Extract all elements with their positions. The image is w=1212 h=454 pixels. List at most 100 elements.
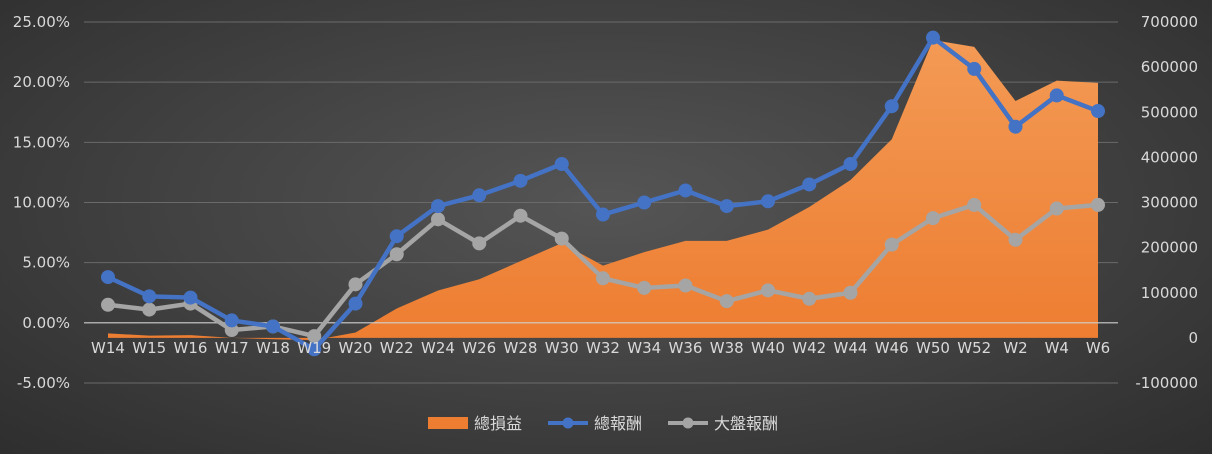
series-2-point — [1091, 197, 1105, 212]
series-1-point — [472, 188, 487, 203]
series-1-point — [1091, 104, 1105, 119]
x-axis-tick-label: W20 — [339, 339, 373, 357]
gridlines — [84, 21, 1118, 384]
series-2-point — [101, 297, 115, 312]
series-1-point — [431, 199, 445, 214]
series-1-point — [719, 199, 734, 214]
legend-label: 總損益 — [474, 414, 522, 433]
series-2-point — [389, 247, 404, 262]
left-axis-ticks: 25.00% 20.00% 15.00% 10.00% 5.00% 0.00% -5.00% — [13, 13, 70, 392]
series-1-point — [1049, 88, 1064, 103]
x-axis-tick-label: W22 — [380, 339, 414, 357]
x-axis-tick-label: W24 — [421, 339, 455, 357]
left-axis-tick-label: -5.00% — [17, 374, 70, 392]
series-2-point — [513, 208, 528, 223]
x-axis-tick-label: W15 — [132, 339, 166, 357]
x-axis-tick-label: W4 — [1045, 339, 1069, 357]
left-axis-tick-label: 5.00% — [22, 254, 70, 272]
series-1-point — [513, 173, 528, 188]
right-axis-tick-label: 200000 — [1141, 239, 1198, 257]
legend-marker — [682, 417, 694, 429]
right-axis-tick-label: 600000 — [1141, 58, 1198, 76]
series-1-point — [224, 313, 239, 328]
x-axis-tick-label: W17 — [215, 339, 249, 357]
x-axis-tick-label: W36 — [669, 339, 703, 357]
x-axis-tick-label: W2 — [1003, 339, 1027, 357]
series-1-point — [183, 290, 198, 305]
series-2-point — [926, 211, 940, 226]
left-axis-tick-label: 0.00% — [22, 314, 70, 332]
x-axis-tick-label: W26 — [462, 339, 496, 357]
area-series-0 — [108, 40, 1098, 341]
series-1-point — [266, 319, 280, 334]
x-axis-tick-label: W30 — [545, 339, 579, 357]
series-2-point — [719, 294, 734, 309]
right-axis-tick-label: 300000 — [1141, 194, 1198, 212]
x-axis-tick-label: W34 — [627, 339, 661, 357]
series-1-point — [101, 270, 115, 285]
series-2-point — [431, 212, 445, 227]
x-axis-tick-label: W18 — [256, 339, 290, 357]
series-1-point — [926, 30, 940, 45]
series-1-point — [761, 194, 775, 209]
x-axis-tick-label: W32 — [586, 339, 620, 357]
x-axis-tick-label: W52 — [957, 339, 991, 357]
series-1-point — [802, 177, 817, 192]
series-2-point — [843, 285, 858, 300]
series-1-point — [554, 156, 569, 171]
series-1-point — [637, 195, 652, 210]
series-1-point — [348, 296, 363, 311]
series-2-point — [802, 291, 817, 306]
right-axis-tick-label: 500000 — [1141, 103, 1198, 121]
left-axis-tick-label: 20.00% — [13, 73, 70, 91]
legend: 總損益 總報酬 大盤報酬 — [428, 414, 778, 433]
legend-label: 大盤報酬 — [714, 414, 778, 433]
right-axis-tick-label: 100000 — [1141, 284, 1198, 302]
x-axis-tick-label: W44 — [834, 339, 868, 357]
series-1-point — [843, 156, 858, 171]
left-axis-tick-label: 25.00% — [13, 13, 70, 31]
series-2-point — [142, 302, 157, 317]
legend-swatch — [428, 417, 468, 429]
series-1-point — [307, 342, 322, 357]
series-1-point — [967, 61, 982, 76]
series-2-point — [596, 271, 610, 286]
series-2-point — [637, 280, 652, 295]
series-2-point — [1049, 201, 1064, 216]
x-axis-tick-label: W50 — [916, 339, 950, 357]
x-axis-tick-label: W28 — [504, 339, 538, 357]
series-2-point — [884, 237, 899, 252]
x-axis-tick-label: W14 — [91, 339, 125, 357]
line-series-layer — [101, 30, 1105, 357]
series-1-point — [389, 229, 404, 244]
right-axis-tick-label: 400000 — [1141, 148, 1198, 166]
legend-marker — [562, 417, 574, 429]
series-1-point — [142, 289, 157, 304]
series-2-point — [761, 283, 775, 298]
series-1-point — [884, 99, 899, 114]
right-axis-ticks: 700000 600000 500000 400000 300000 200000 1000… — [1135, 13, 1198, 392]
left-axis-tick-label: 15.00% — [13, 133, 70, 151]
x-axis-tick-label: W6 — [1086, 339, 1110, 357]
right-axis-tick-label: -100000 — [1135, 374, 1198, 392]
x-axis-tick-label: W16 — [174, 339, 208, 357]
series-2-point — [967, 197, 982, 212]
series-2-point — [472, 236, 487, 251]
x-axis-ticks: W14 W15 W16 W17 W18 W19 W20 W22 W24 W26 W28 W30 W32 W… — [91, 339, 1110, 357]
x-axis-tick-label: W38 — [710, 339, 744, 357]
series-1-point — [678, 183, 693, 198]
series-2-point — [1008, 232, 1023, 247]
right-axis-tick-label: 700000 — [1141, 13, 1198, 31]
legend-label: 總報酬 — [594, 414, 642, 433]
series-2-point — [554, 231, 569, 246]
series-1-point — [1008, 119, 1023, 134]
area-series-layer — [108, 40, 1098, 341]
x-axis-tick-label: W46 — [875, 339, 909, 357]
series-2-point — [678, 278, 693, 293]
left-axis-tick-label: 10.00% — [13, 194, 70, 212]
x-axis-tick-label: W42 — [792, 339, 826, 357]
right-axis-tick-label: 0 — [1188, 329, 1198, 347]
x-axis-tick-label: W40 — [751, 339, 785, 357]
